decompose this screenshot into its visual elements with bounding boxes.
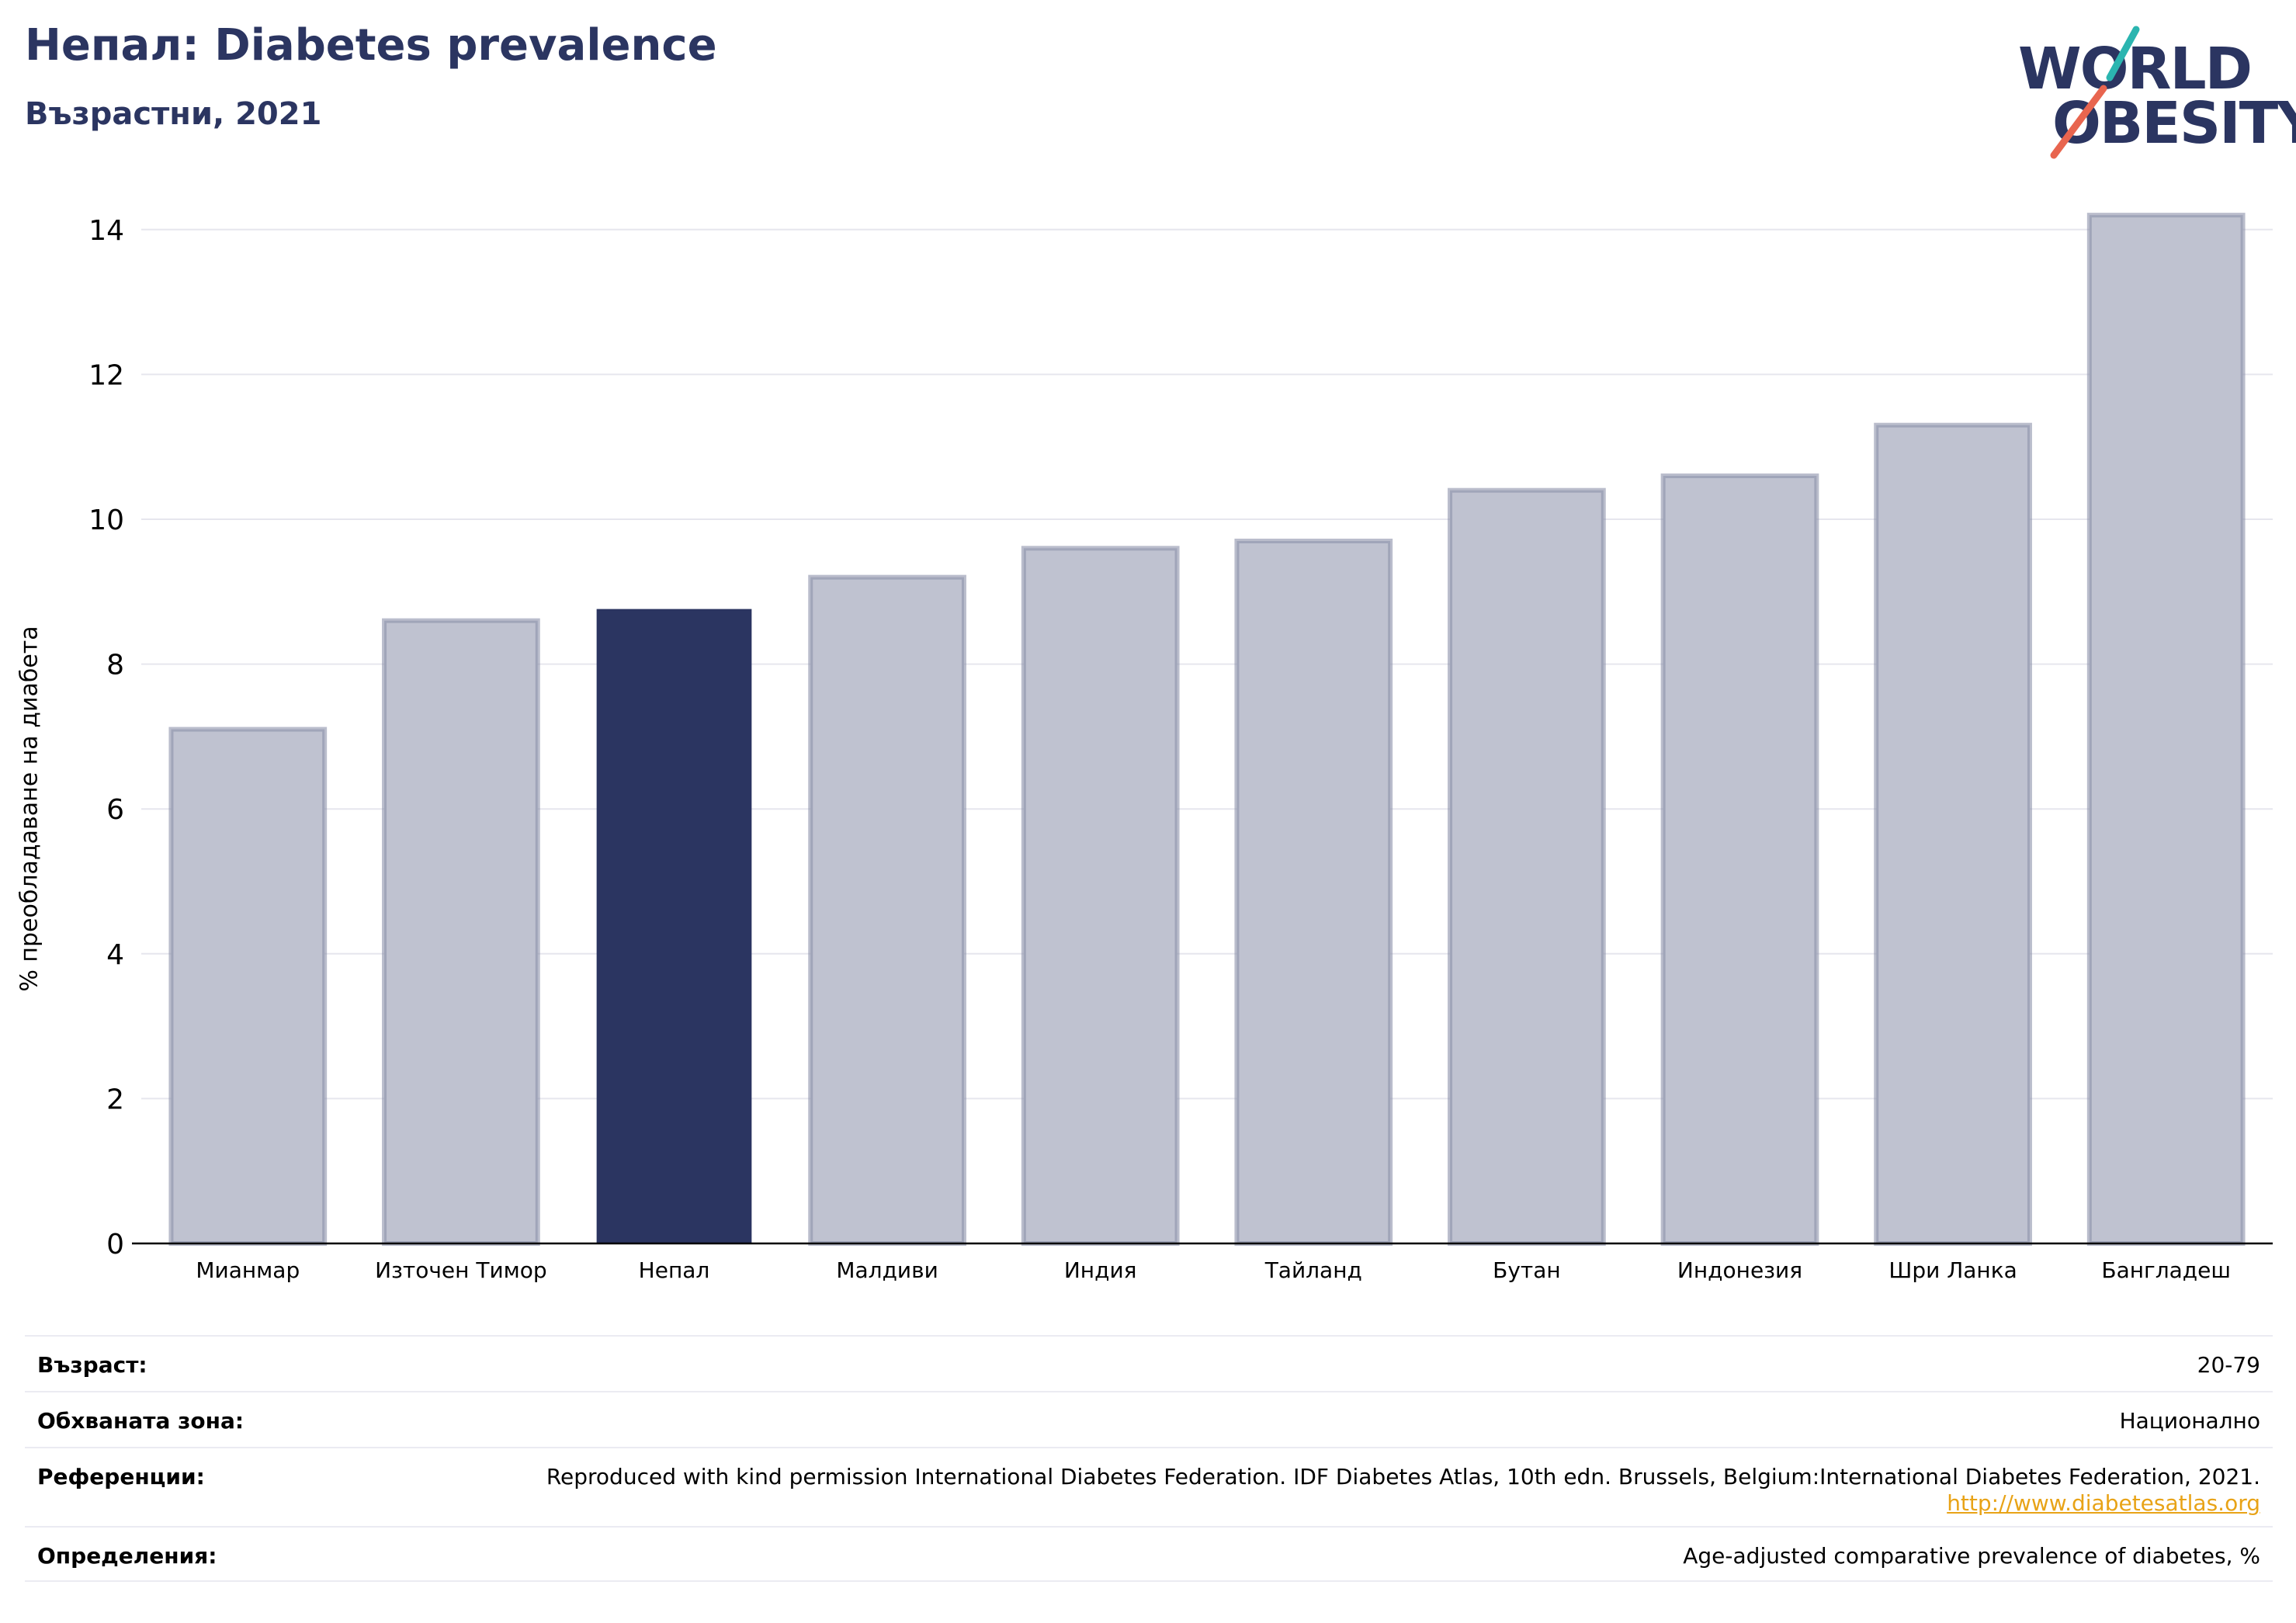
y-tick-label: 0 — [106, 1229, 124, 1261]
definitions-value: Age-adjusted comparative prevalence of d… — [1683, 1543, 2260, 1569]
x-tick-label: Бутан — [1493, 1257, 1561, 1283]
world-obesity-logo: WORLD OBESITY — [2018, 23, 2296, 163]
bar — [2086, 213, 2246, 1246]
x-tick-label: Малдиви — [836, 1257, 938, 1283]
bar — [596, 609, 752, 1244]
info-row-definitions: Определения: Age-adjusted comparative pr… — [25, 1526, 2273, 1582]
y-tick-label: 8 — [106, 650, 124, 681]
y-tick-label: 2 — [106, 1084, 124, 1115]
logo-slash-icon — [2050, 26, 2140, 159]
y-tick-label: 6 — [106, 794, 124, 826]
bar — [1660, 473, 1819, 1246]
bar — [1021, 546, 1180, 1246]
bar — [1448, 487, 1606, 1246]
age-value: 20-79 — [2197, 1352, 2260, 1378]
bar — [1874, 422, 2032, 1247]
y-tick-label: 14 — [88, 215, 124, 247]
bar — [1234, 538, 1393, 1246]
y-tick-label: 4 — [106, 939, 124, 971]
x-tick-label: Източен Тимор — [375, 1257, 547, 1283]
info-row-coverage: Обхваната зона: Национално — [25, 1391, 2273, 1447]
definitions-label: Определения: — [37, 1543, 217, 1569]
x-tick-label: Мианмар — [196, 1257, 300, 1283]
x-tick-label: Индонезия — [1677, 1257, 1802, 1283]
page-title: Непал: Diabetes prevalence — [25, 20, 717, 71]
y-axis-label: % преобладаване на диабета — [16, 626, 43, 992]
x-tick-label: Непал — [639, 1257, 710, 1283]
bar — [168, 727, 328, 1246]
x-tick-label: Шри Ланка — [1888, 1257, 2017, 1283]
logo-line-1: WORLD — [2018, 36, 2253, 102]
bar-chart: 0 2 4 6 8 10 12 14 Мианмар Източен Тимор Непал Малд… — [88, 213, 2273, 1283]
bar — [808, 574, 966, 1246]
references-link[interactable]: http://www.diabetesatlas.org — [1947, 1490, 2260, 1516]
page-subtitle: Възрастни, 2021 — [25, 96, 322, 132]
y-tick-label: 12 — [88, 359, 124, 391]
age-label: Възраст: — [37, 1352, 147, 1378]
y-tick-label: 10 — [88, 505, 124, 536]
references-text: Reproduced with kind permission Internat… — [546, 1464, 2260, 1489]
bar — [382, 618, 540, 1246]
info-table: Възраст: 20-79 Обхваната зона: Националн… — [25, 1335, 2273, 1582]
coverage-value: Национално — [2119, 1408, 2260, 1434]
x-tick-label: Индия — [1064, 1257, 1137, 1283]
coverage-label: Обхваната зона: — [37, 1408, 245, 1434]
references-label: Референции: — [37, 1464, 205, 1489]
x-tick-label: Бангладеш — [2101, 1257, 2231, 1283]
references-value: Reproduced with kind permission Internat… — [475, 1464, 2260, 1517]
x-tick-label: Тайланд — [1264, 1257, 1362, 1283]
info-row-references: Референции: Reproduced with kind permiss… — [25, 1447, 2273, 1526]
info-row-age: Възраст: 20-79 — [25, 1335, 2273, 1391]
